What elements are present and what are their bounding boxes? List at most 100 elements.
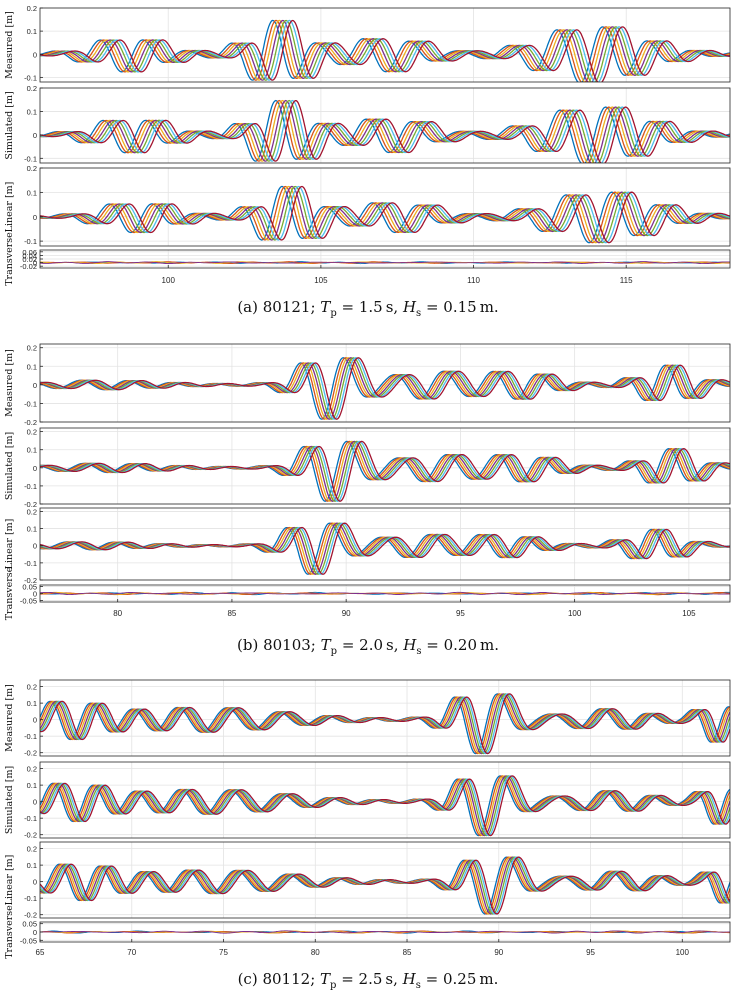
y-tick-label: -0.2 [24, 749, 37, 758]
x-tick-label: 85 [227, 609, 236, 618]
series-line [40, 775, 730, 837]
y-tick-label: 0.04 [22, 251, 37, 260]
y-tick-label: 0.2 [27, 428, 37, 437]
caption-a: (a) 80121; Tp = 1.5 s, Hs = 0.15 m. [237, 298, 499, 319]
caption-c: (c) 80112; Tp = 2.5 s, Hs = 0.25 m. [237, 970, 499, 991]
series-line [40, 19, 730, 82]
panel-transverse: 0.060.040.020-0.02 Transverse [4, 232, 731, 286]
y-tick-label: -0.2 [24, 576, 37, 585]
y-tick-label: 0.05 [22, 582, 37, 591]
y-tick-label: 0 [33, 928, 37, 937]
chart-2: 0.2 0.1 0 -0.1 -0.2 Measured [m] 0.2 0.1 0 -0.1 -0… [4, 679, 731, 959]
y-axis-label: Transverse [4, 566, 15, 620]
axes-box [39, 761, 731, 839]
y-tick-label: 0 [33, 590, 37, 599]
y-tick-label: 0.2 [27, 164, 37, 173]
panel-measured: 0.2 0.1 0 -0.1 -0.2 Measured [m] [4, 343, 731, 427]
panel-transverse: 0.050-0.05 Transverse [4, 566, 731, 620]
chart-0: 0.2 0.1 0 -0.1 Measured [m] 0.2 0.1 0 -0.1 Simula… [4, 4, 731, 286]
axes-box [39, 167, 731, 247]
x-tick-label: 90 [342, 609, 351, 618]
y-tick-label: 0.2 [27, 4, 37, 13]
x-tick-label: 80 [113, 609, 122, 618]
series-line [40, 522, 730, 575]
chart-1: 0.2 0.1 0 -0.1 -0.2 Measured [m] 0.2 0.1 0 -0.1 -0… [4, 343, 731, 620]
y-tick-label: 0.1 [27, 107, 37, 116]
y-tick-label: 0.2 [27, 845, 37, 854]
series-line [40, 100, 730, 163]
y-tick-label: 0.1 [27, 781, 37, 790]
axes-box [39, 87, 731, 164]
panel-simulated: 0.2 0.1 0 -0.1 -0.2 Simulated [m] [4, 427, 731, 509]
axes-box [39, 507, 731, 581]
panel-measured: 0.2 0.1 0 -0.1 -0.2 Measured [m] [4, 679, 731, 758]
x-tick-label: 85 [403, 948, 412, 957]
series-line [40, 99, 730, 163]
y-tick-label: -0.2 [24, 418, 37, 427]
x-tick-label: 90 [494, 948, 503, 957]
series-line [40, 185, 730, 244]
series-line [40, 99, 730, 163]
y-tick-label: 0.05 [22, 920, 37, 929]
series-line [40, 522, 730, 575]
y-tick-label: 0 [33, 878, 37, 887]
series-line [40, 99, 730, 163]
y-tick-label: 0 [33, 464, 37, 473]
y-tick-label: 0 [33, 259, 37, 268]
series-line [40, 99, 730, 163]
x-tick-label: 80 [311, 948, 320, 957]
y-tick-label: -0.1 [24, 482, 37, 491]
y-axis-label: Transverse [4, 905, 15, 959]
panel-linear: 0.2 0.1 0 -0.1 -0.2 Linear [m] [4, 841, 731, 920]
x-tick-label: 105 [314, 276, 328, 285]
axes-box [39, 679, 731, 757]
y-tick-label: -0.05 [20, 597, 37, 606]
series-line [40, 440, 730, 502]
series-line [40, 185, 730, 244]
series-line [40, 261, 730, 265]
series-line [40, 99, 730, 163]
series-line [40, 591, 730, 596]
x-tick-label: 65 [36, 948, 45, 957]
axes-box [39, 343, 731, 423]
x-tick-label: 110 [467, 276, 480, 285]
y-tick-label: -0.1 [24, 399, 37, 408]
x-tick-label: 100 [162, 276, 176, 285]
panel-transverse: 0.050-0.05 Transverse [4, 905, 731, 959]
y-tick-label: -0.2 [24, 500, 37, 509]
y-tick-label: 0.1 [27, 525, 37, 534]
panel-linear: 0.2 0.1 0 -0.1 Linear [m] [4, 164, 731, 247]
y-tick-label: 0.06 [22, 248, 37, 257]
y-tick-label: 0.2 [27, 344, 37, 353]
y-tick-label: 0.2 [27, 765, 37, 774]
y-axis-label: Measured [m] [4, 684, 15, 752]
y-tick-label: 0.1 [27, 27, 37, 36]
x-tick-label: 105 [682, 609, 696, 618]
y-tick-label: 0 [33, 542, 37, 551]
series-line [40, 185, 730, 244]
y-tick-label: -0.2 [24, 911, 37, 920]
x-tick-label: 95 [456, 609, 465, 618]
series-line [40, 185, 730, 244]
y-tick-label: 0.2 [27, 84, 37, 93]
y-tick-label: 0.2 [27, 683, 37, 692]
y-axis-label: Simulated [m] [4, 91, 15, 159]
y-tick-label: -0.2 [24, 831, 37, 840]
y-tick-label: 0.1 [27, 861, 37, 870]
series-line [40, 19, 730, 82]
y-tick-label: -0.1 [24, 894, 37, 903]
series-line [40, 185, 730, 244]
series-line [40, 357, 730, 420]
y-tick-label: -0.1 [24, 814, 37, 823]
y-axis-label: Transverse [4, 232, 15, 286]
series-line [40, 930, 730, 934]
x-tick-label: 75 [219, 948, 228, 957]
caption-b: (b) 80103; Tp = 2.0 s, Hs = 0.20 m. [236, 636, 500, 657]
y-axis-label: Simulated [m] [4, 766, 15, 834]
y-axis-label: Measured [m] [4, 11, 15, 79]
panel-linear: 0.2 0.1 0 -0.1 -0.2 Linear [m] [4, 507, 731, 585]
series-line [40, 522, 730, 575]
y-tick-label: 0.1 [27, 699, 37, 708]
y-tick-label: 0 [33, 213, 37, 222]
